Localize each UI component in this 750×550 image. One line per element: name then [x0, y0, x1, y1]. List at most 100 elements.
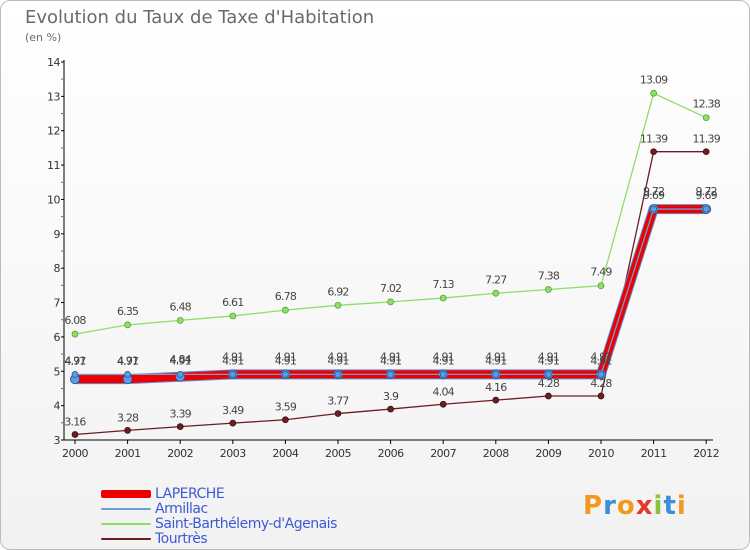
data-point: [334, 301, 342, 309]
data-point: [702, 148, 710, 156]
data-point: [439, 294, 447, 302]
data-point: [176, 423, 184, 430]
data-point: [387, 405, 394, 413]
data-label: 3.39: [170, 408, 192, 421]
data-point: [229, 312, 237, 320]
data-label: 4.77: [64, 355, 86, 368]
data-label: 4.91: [538, 350, 559, 363]
y-tick-label: 10: [47, 193, 60, 206]
data-label: 3.77: [327, 395, 349, 408]
x-tick-label: 2000: [62, 447, 88, 460]
data-point: [492, 289, 500, 297]
data-label: 3.49: [222, 404, 244, 417]
y-tick-label: 3: [54, 434, 61, 447]
x-tick-label: 2008: [483, 447, 509, 460]
x-tick-label: 2007: [430, 447, 456, 460]
data-label: 9.72: [696, 185, 717, 198]
data-point: [702, 114, 710, 122]
y-tick-label: 7: [54, 297, 61, 310]
data-point: [71, 330, 79, 338]
data-label: 4.91: [485, 354, 506, 367]
data-point: [124, 321, 131, 329]
legend-swatch-laperche: [101, 489, 151, 498]
data-label: 3.16: [64, 416, 86, 429]
data-label: 12.38: [692, 98, 720, 111]
data-point: [650, 205, 657, 213]
data-label: 4.91: [380, 354, 401, 367]
data-label: 9.69: [643, 189, 665, 202]
data-label: 4.91: [275, 354, 296, 367]
x-tick-label: 2001: [115, 447, 141, 460]
data-label: 7.38: [538, 269, 560, 282]
data-label: 4.91: [485, 350, 506, 363]
data-label: 4.91: [64, 354, 85, 367]
data-label: 4.84: [170, 353, 192, 366]
data-point: [492, 371, 500, 378]
data-label: 4.91: [117, 354, 138, 367]
data-label: 4.91: [433, 350, 454, 363]
data-point: [650, 89, 657, 97]
x-tick-label: 2005: [325, 447, 351, 460]
x-tick-label: 2004: [272, 447, 298, 460]
data-label: 4.91: [433, 354, 454, 367]
data-point: [282, 416, 289, 424]
data-label: 13.09: [640, 73, 668, 86]
y-tick-label: 14: [47, 56, 60, 69]
data-point: [334, 371, 342, 378]
chart-title: Evolution du Taux de Taxe d'Habitation: [25, 7, 375, 28]
data-point: [597, 282, 605, 290]
proxiti-logo: Proxiti: [583, 491, 687, 521]
data-point: [702, 205, 710, 213]
data-point: [545, 392, 552, 400]
data-point: [650, 148, 657, 156]
y-tick-label: 8: [54, 262, 61, 275]
data-label: 9.69: [696, 189, 718, 202]
legend: LAPERCHE Armillac Saint-Barthélemy-d'Age…: [101, 485, 337, 547]
legend-swatch-saint-barthelemy: [101, 522, 151, 525]
x-tick-label: 2012: [693, 447, 719, 460]
x-tick-label: 2011: [641, 447, 667, 460]
y-tick-label: 13: [47, 90, 60, 103]
data-point: [124, 427, 131, 434]
data-label: 4.91: [222, 354, 243, 367]
data-point: [282, 371, 289, 378]
data-point: [71, 371, 79, 378]
legend-label: Tourtrès: [155, 530, 208, 547]
chart-subtitle: (en %): [25, 31, 62, 44]
data-point: [545, 371, 552, 378]
data-point: [282, 306, 289, 314]
x-tick-label: 2003: [220, 447, 246, 460]
data-point: [439, 371, 447, 378]
x-tick-label: 2009: [535, 447, 561, 460]
data-label: 3.9: [383, 390, 399, 403]
legend-item-saint-barthelemy: Saint-Barthélemy-d'Agenais: [101, 515, 337, 532]
legend-swatch-armillac: [101, 507, 151, 510]
y-tick-label: 9: [54, 228, 61, 241]
legend-label: LAPERCHE: [155, 485, 225, 502]
data-point: [492, 396, 500, 404]
data-label: 7.27: [485, 273, 507, 286]
data-label: 6.08: [64, 314, 86, 327]
data-point: [334, 410, 342, 417]
data-label: 4.91: [590, 350, 611, 363]
data-point: [545, 286, 552, 293]
data-point: [176, 317, 184, 324]
legend-item-armillac: Armillac: [101, 501, 337, 517]
y-tick-label: 12: [47, 125, 60, 138]
data-label: 6.78: [275, 290, 297, 303]
data-label: 4.91: [327, 350, 348, 363]
data-label: 4.91: [590, 354, 611, 367]
data-label: 7.49: [590, 266, 612, 279]
y-tick-label: 5: [54, 365, 61, 378]
legend-label: Saint-Barthélemy-d'Agenais: [155, 515, 337, 532]
data-label: 3.28: [117, 411, 139, 424]
y-tick-label: 6: [54, 331, 61, 344]
data-point: [597, 392, 605, 400]
data-point: [387, 371, 394, 378]
data-label: 4.91: [222, 350, 243, 363]
data-label: 4.91: [275, 350, 296, 363]
data-label: 9.72: [643, 185, 664, 198]
data-label: 3.59: [275, 401, 297, 414]
